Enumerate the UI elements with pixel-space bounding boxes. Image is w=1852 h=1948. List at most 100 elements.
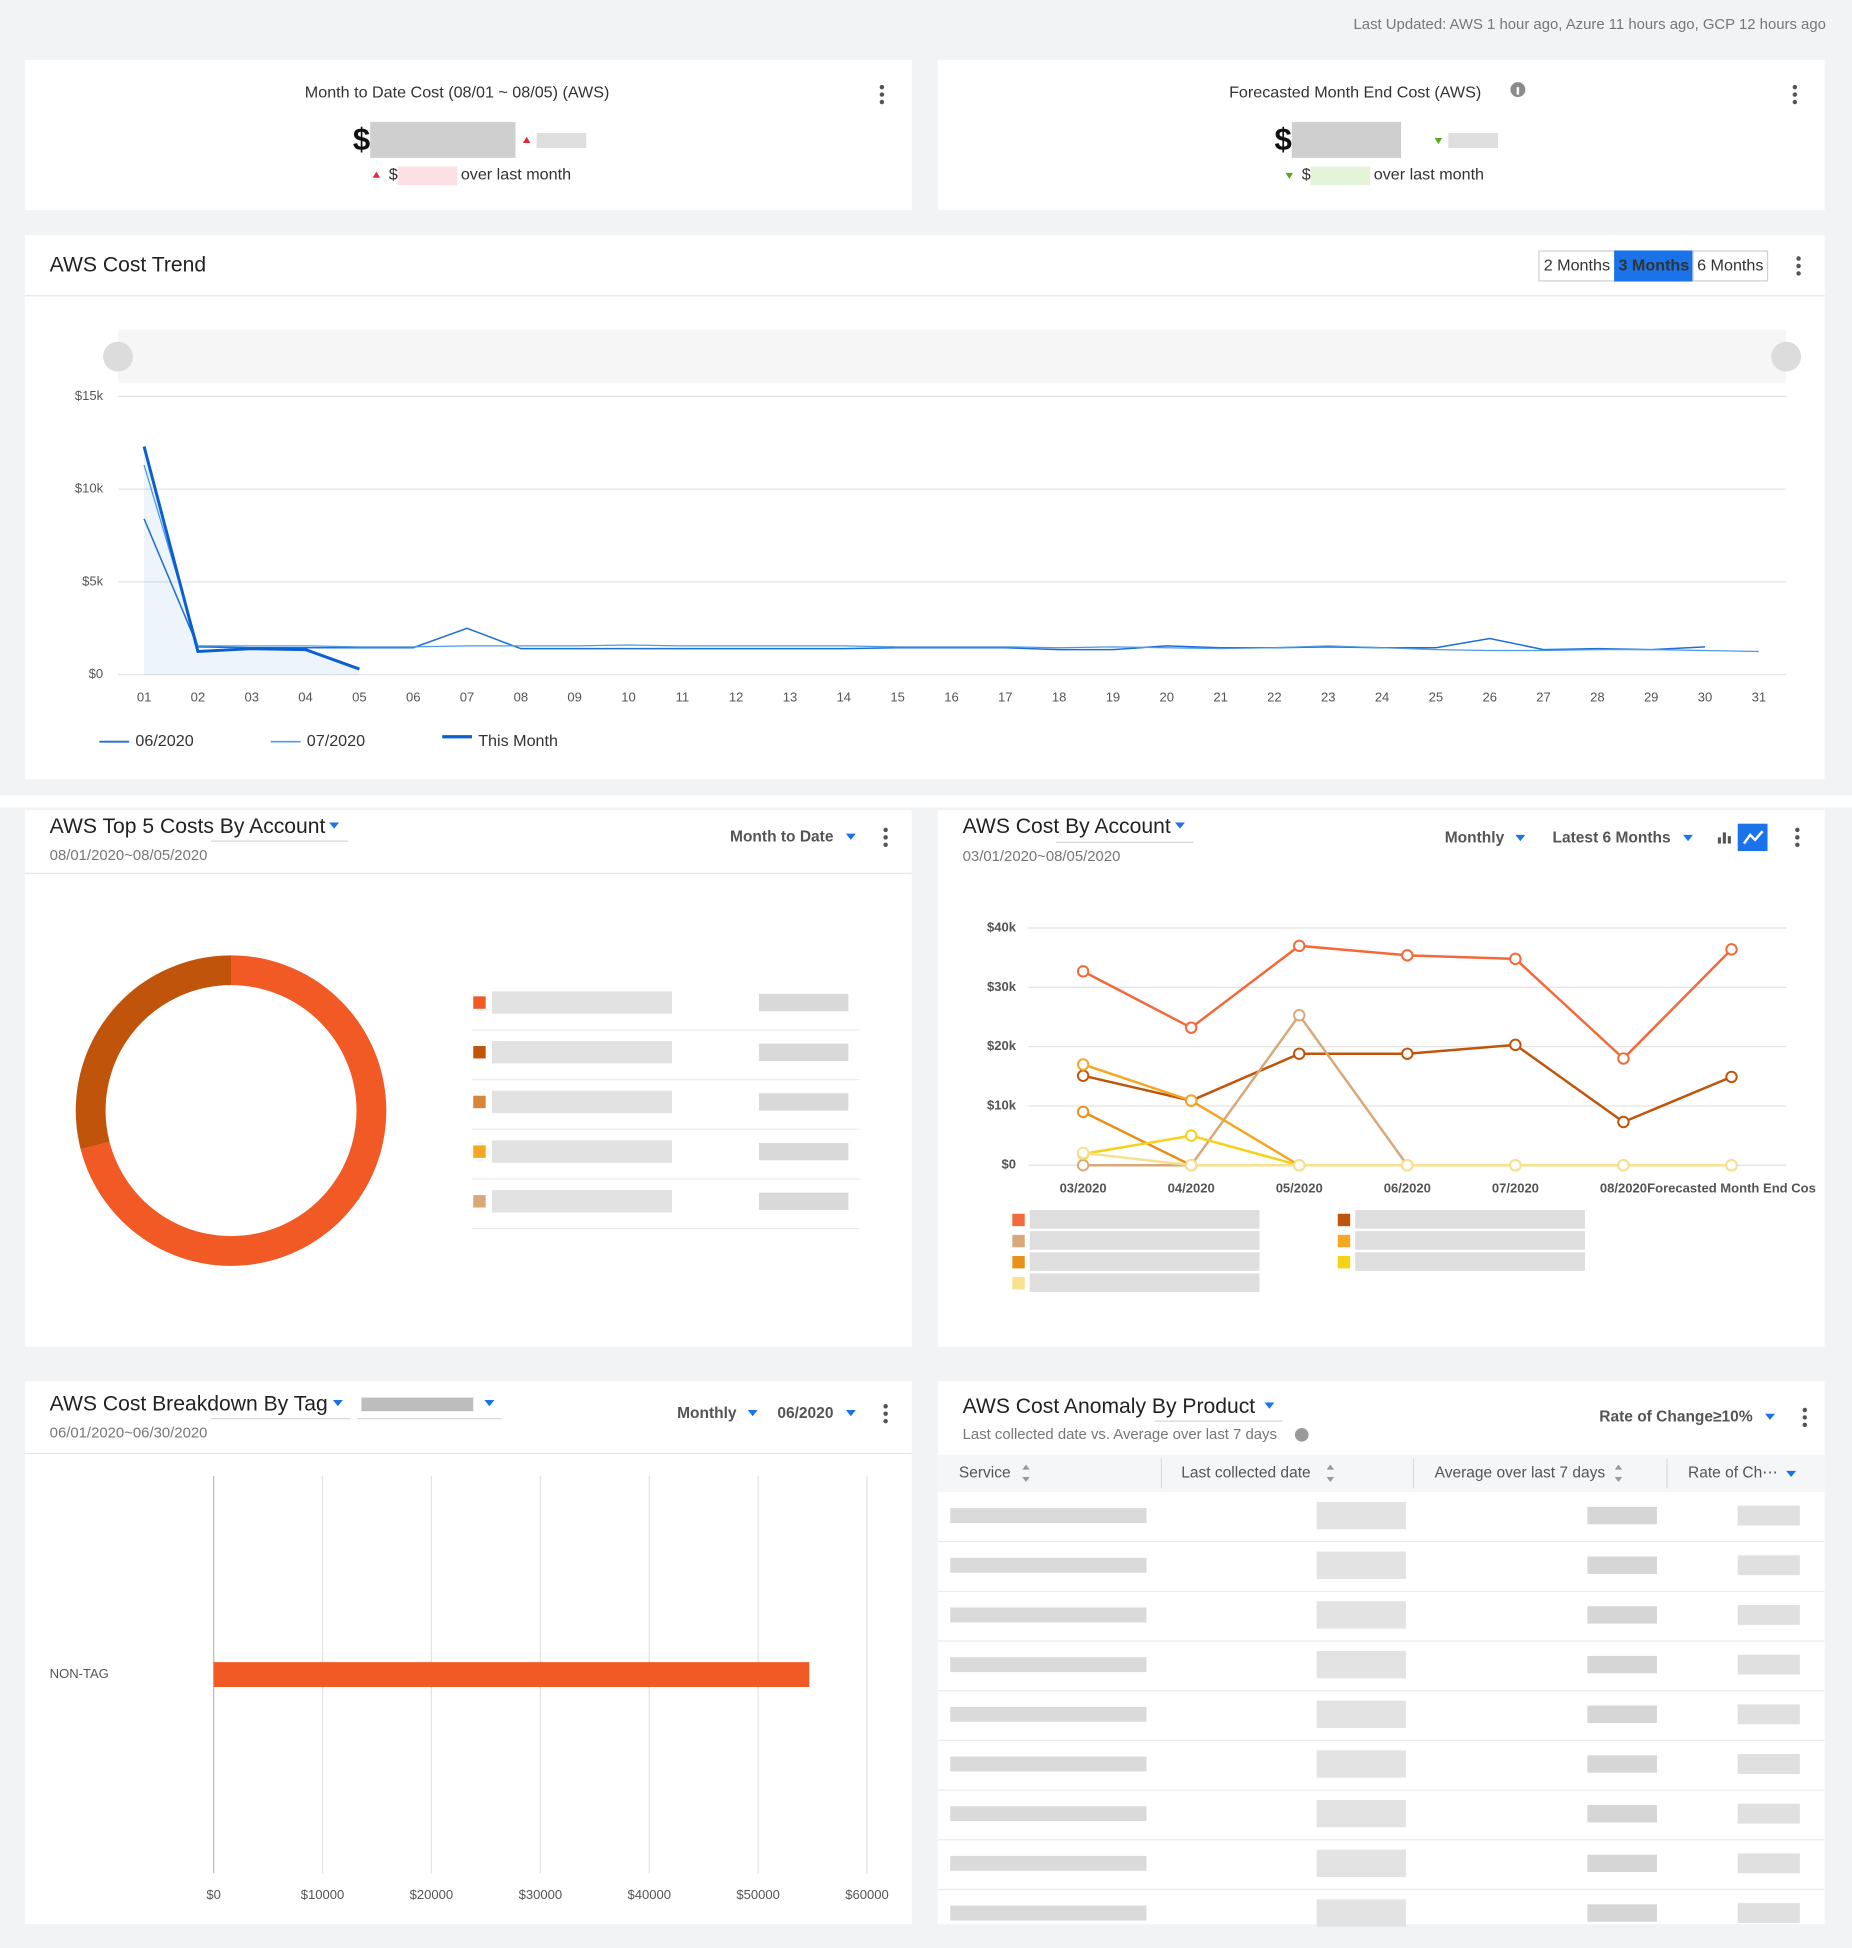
menu-button[interactable] <box>1802 1415 1808 1420</box>
redacted-value <box>1316 1551 1407 1579</box>
x-tick-label: 18 <box>1052 690 1067 705</box>
redacted-value <box>1316 1849 1407 1878</box>
menu-button[interactable] <box>879 92 885 97</box>
redacted-value <box>361 1397 474 1412</box>
y-tick-label: $40k <box>987 919 1017 934</box>
dropdown-caret[interactable] <box>845 1409 856 1417</box>
range-button[interactable] <box>1538 250 1616 282</box>
donut-slice <box>80 955 387 1266</box>
menu-button[interactable] <box>1795 842 1800 848</box>
menu-button[interactable] <box>1792 99 1798 105</box>
menu-button[interactable] <box>883 835 888 840</box>
column-header[interactable]: Last collected date <box>1181 1464 1310 1481</box>
dropdown-caret[interactable] <box>1765 1413 1775 1420</box>
column-header[interactable]: Rate of Ch⋯ <box>1688 1464 1778 1481</box>
filter-dropdown[interactable]: Monthly <box>677 1405 737 1422</box>
dropdown-caret[interactable] <box>1175 822 1185 829</box>
dropdown-caret[interactable] <box>329 822 340 829</box>
range-button-label[interactable]: 2 Months <box>1544 256 1610 274</box>
dropdown-caret[interactable] <box>1683 834 1694 842</box>
dropdown-caret[interactable] <box>332 1400 343 1407</box>
x-tick-label: 10 <box>621 690 636 705</box>
sort-icon[interactable] <box>1326 1464 1335 1483</box>
data-point <box>1401 1159 1414 1172</box>
redacted-value <box>1355 1252 1585 1271</box>
dropdown-caret[interactable] <box>845 833 856 840</box>
data-point <box>1725 1159 1738 1172</box>
redacted-value <box>1291 121 1402 158</box>
menu-button[interactable] <box>879 99 885 105</box>
slider-handle[interactable] <box>1771 341 1802 372</box>
data-point <box>1184 1094 1198 1107</box>
sort-icon[interactable] <box>1614 1464 1623 1483</box>
range-button[interactable] <box>1614 250 1694 282</box>
filter-dropdown[interactable]: Latest 6 Months <box>1553 830 1671 847</box>
legend-swatch <box>1337 1213 1351 1227</box>
menu-button[interactable] <box>1796 263 1801 269</box>
y-tick-label: $20k <box>987 1038 1017 1053</box>
menu-button[interactable] <box>883 1411 888 1416</box>
menu-button[interactable] <box>879 84 885 90</box>
panel-subtitle: 08/01/2020~08/05/2020 <box>50 848 208 864</box>
menu-button[interactable] <box>1796 271 1801 276</box>
redacted-value <box>491 1090 672 1114</box>
range-button-label[interactable]: 6 Months <box>1697 256 1763 274</box>
legend-swatch <box>1337 1255 1351 1269</box>
menu-button[interactable] <box>883 842 888 848</box>
delta-arrow <box>1285 172 1294 180</box>
dropdown-caret[interactable] <box>1786 1470 1797 1478</box>
y-tick-label: $30k <box>987 979 1017 994</box>
redacted-value <box>950 1756 1147 1772</box>
range-slider <box>118 329 1787 383</box>
dropdown-caret[interactable] <box>484 1400 495 1407</box>
column-header[interactable]: Service <box>959 1464 1011 1481</box>
x-tick-label: 06/2020 <box>1384 1180 1431 1195</box>
sort-icon[interactable] <box>1022 1464 1030 1483</box>
y-tick-label: NON-TAG <box>50 1666 109 1681</box>
filter-dropdown[interactable]: Rate of Change≥10% <box>1599 1409 1753 1426</box>
redacted-value <box>1737 1803 1800 1824</box>
menu-button[interactable] <box>883 827 888 833</box>
menu-button[interactable] <box>883 1418 888 1424</box>
info-icon[interactable] <box>1294 1427 1309 1442</box>
menu-button[interactable] <box>1795 827 1800 833</box>
legend-swatch <box>1012 1234 1025 1248</box>
data-point <box>1076 1069 1090 1082</box>
data-point <box>1076 1058 1090 1071</box>
redacted-value <box>1029 1210 1260 1229</box>
menu-button[interactable] <box>883 1404 888 1409</box>
x-tick-label: 26 <box>1482 690 1497 705</box>
menu-button[interactable] <box>1792 84 1798 90</box>
x-tick-label: 19 <box>1106 690 1121 705</box>
panel-title: AWS Top 5 Costs By Account <box>50 815 326 838</box>
dropdown-caret[interactable] <box>1264 1402 1275 1409</box>
column-header[interactable]: Average over last 7 days <box>1435 1464 1606 1481</box>
redacted-value <box>1448 133 1498 148</box>
table-header <box>937 1454 1825 1492</box>
filter-dropdown[interactable]: Monthly <box>1445 830 1505 847</box>
x-tick-label: 05/2020 <box>1276 1180 1323 1195</box>
menu-button[interactable] <box>1796 256 1801 261</box>
filter-dropdown[interactable]: 06/2020 <box>777 1405 833 1422</box>
legend-swatch <box>473 1145 486 1158</box>
delta-text: over last month <box>461 166 571 184</box>
data-point <box>1509 1159 1522 1172</box>
slider-handle[interactable] <box>103 341 133 372</box>
menu-button[interactable] <box>1792 92 1798 97</box>
redacted-value <box>491 1190 672 1213</box>
menu-button[interactable] <box>1795 835 1800 840</box>
delta-arrow <box>1434 138 1443 145</box>
menu-button[interactable] <box>1802 1422 1808 1428</box>
x-tick-label: $20000 <box>410 1887 453 1902</box>
filter-dropdown[interactable]: Month to Date <box>730 828 834 845</box>
dropdown-caret[interactable] <box>1515 834 1526 842</box>
x-tick-label: $0 <box>206 1887 221 1902</box>
data-point <box>1293 939 1306 953</box>
x-tick-label: 17 <box>998 690 1013 705</box>
range-button[interactable] <box>1692 250 1769 282</box>
dropdown-caret[interactable] <box>747 1409 758 1417</box>
menu-button[interactable] <box>1802 1407 1808 1413</box>
range-button-label[interactable]: 3 Months <box>1618 256 1689 274</box>
legend-label: 06/2020 <box>135 732 193 750</box>
